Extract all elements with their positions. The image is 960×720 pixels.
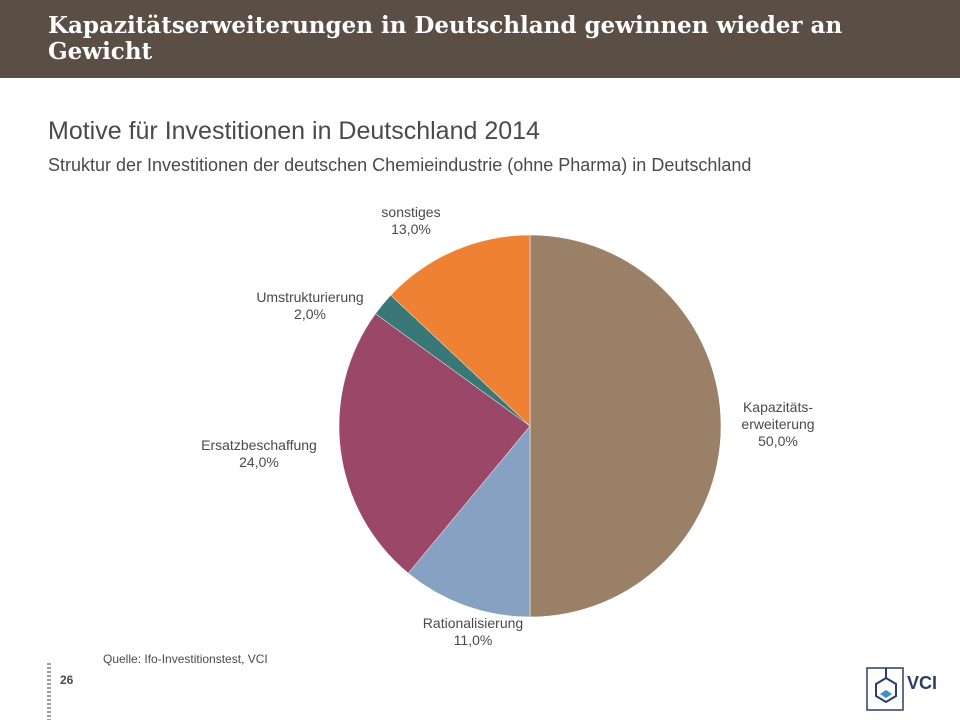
slice-label-1: Kapazitäts-erweiterung 50,0% bbox=[741, 399, 814, 449]
chart-subtitle: Struktur der Investitionen der deutschen… bbox=[48, 155, 752, 175]
pie-slice-3 bbox=[338, 313, 531, 574]
pie-slice-1 bbox=[529, 234, 722, 618]
slice-label-3: Ersatzbeschaffung 24,0% bbox=[201, 437, 317, 470]
source-note: Quelle: Ifo-Investitionstest, VCI bbox=[103, 652, 268, 666]
page-number: 26 bbox=[60, 673, 74, 687]
logo-text: VCI bbox=[907, 673, 938, 693]
chart-title: Motive für Investitionen in Deutschland … bbox=[48, 117, 540, 145]
page-divider bbox=[47, 663, 51, 720]
header-bar: Kapazitätserweiterungen in Deutschland g… bbox=[0, 0, 960, 78]
slide-title: Kapazitätserweiterungen in Deutschland g… bbox=[48, 12, 843, 65]
slice-label-4: Umstrukturierung 2,0% bbox=[256, 289, 363, 322]
vci-logo-icon bbox=[866, 667, 904, 711]
vci-logo: VCI bbox=[866, 664, 937, 712]
pie-slice-2 bbox=[407, 425, 531, 618]
slice-label-2: Rationalisierung 11,0% bbox=[423, 615, 523, 648]
slice-label-5: sonstiges 13,0% bbox=[381, 204, 440, 237]
pie-slice-5 bbox=[390, 234, 531, 427]
